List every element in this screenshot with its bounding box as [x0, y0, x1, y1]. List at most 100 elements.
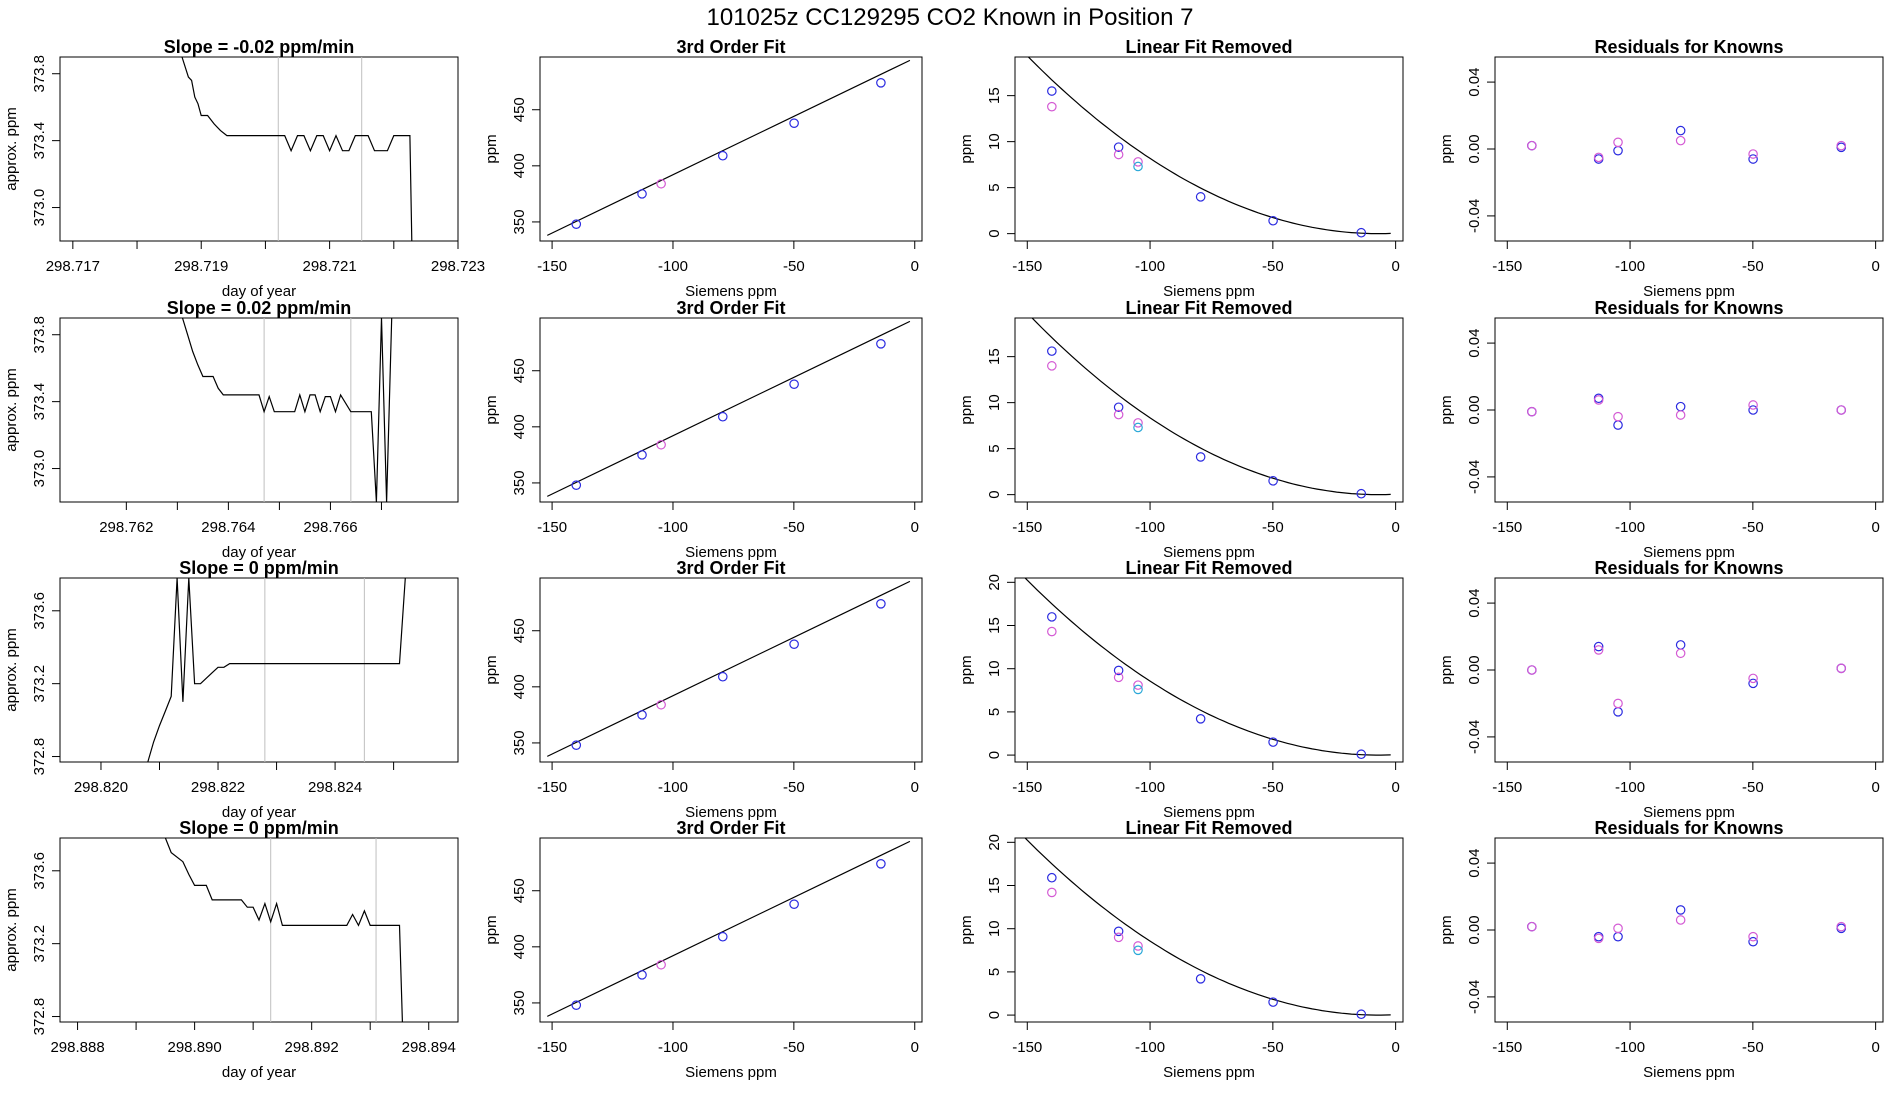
plot-frame	[539, 837, 923, 1023]
data-point-magenta	[1047, 887, 1057, 898]
y-tick-label: 0.00	[1466, 134, 1483, 163]
y-tick-label: 373.4	[31, 122, 48, 160]
x-tick-label: -150	[1492, 1039, 1522, 1056]
data-point-cyan	[1133, 422, 1143, 433]
plot-body	[147, 578, 406, 762]
x-tick-label: -100	[1615, 519, 1645, 536]
data-point-magenta	[1836, 663, 1847, 674]
y-tick-label: 10	[986, 920, 1003, 937]
panel-title: 3rd Order Fit	[676, 818, 785, 838]
x-tick-label: -150	[1492, 519, 1522, 536]
plot-frame	[1494, 56, 1884, 242]
y-tick-label: 373.8	[31, 55, 48, 93]
data-point-blue	[1675, 640, 1686, 650]
x-axis-label: day of year	[222, 544, 296, 561]
data-point-blue	[1748, 678, 1758, 689]
x-tick-label: 298.890	[168, 1039, 222, 1056]
data-point-blue	[637, 970, 647, 980]
data-point-cyan	[1133, 945, 1143, 956]
data-point-blue	[717, 671, 728, 682]
plot-frame	[1014, 577, 1404, 763]
data-point-magenta	[1527, 921, 1537, 932]
y-tick-label: 450	[511, 97, 528, 122]
x-tick-label: -50	[783, 779, 805, 796]
x-axis-label: Siemens ppm	[685, 804, 777, 821]
y-tick-label: 373.6	[31, 592, 48, 630]
plot-body	[1031, 318, 1391, 499]
y-tick-label: 350	[511, 470, 528, 495]
data-point-blue	[1613, 931, 1623, 942]
y-axis-label: approx. ppm	[3, 107, 20, 190]
y-axis-label: ppm	[958, 915, 975, 944]
y-tick-label: -0.04	[1466, 720, 1483, 754]
x-tick-label: 298.766	[303, 519, 357, 536]
data-point-magenta	[1113, 932, 1124, 943]
x-tick-label: -50	[1262, 519, 1284, 536]
plot-body	[1527, 905, 1847, 947]
y-tick-label: 10	[986, 133, 1003, 150]
plot-frame	[59, 56, 459, 242]
y-tick-label: 373.4	[31, 383, 48, 421]
data-point-magenta	[1748, 400, 1758, 410]
fit-line	[546, 580, 911, 757]
x-tick-label: 298.820	[74, 779, 128, 796]
x-tick-label: -50	[1262, 1039, 1284, 1056]
plot-frame	[1014, 317, 1404, 503]
y-tick-label: 15	[986, 87, 1003, 104]
data-point-magenta	[1047, 361, 1057, 371]
panel-title: Linear Fit Removed	[1125, 818, 1292, 838]
data-point-blue	[1356, 749, 1367, 760]
x-tick-label: 0	[1391, 779, 1399, 796]
data-point-magenta	[1675, 135, 1686, 146]
y-tick-label: -0.04	[1466, 199, 1483, 233]
data-point-magenta	[1047, 101, 1057, 112]
data-point-blue	[1195, 192, 1206, 202]
data-point-magenta	[1113, 409, 1124, 420]
y-tick-label: 10	[986, 394, 1003, 411]
plot-body	[181, 57, 413, 241]
data-point-magenta	[656, 439, 666, 450]
x-tick-label: -50	[1742, 1039, 1764, 1056]
data-point-magenta	[1527, 406, 1537, 417]
y-tick-label: 10	[986, 660, 1003, 677]
x-tick-label: -100	[658, 258, 688, 275]
panel-title: Slope = 0 ppm/min	[179, 818, 339, 838]
y-tick-label: 373.2	[31, 925, 48, 963]
y-tick-label: 372.8	[31, 738, 48, 776]
main-title: 101025z CC129295 CO2 Known in Position 7	[707, 4, 1194, 31]
data-point-blue	[1675, 401, 1686, 412]
plot-frame	[59, 837, 459, 1023]
data-point-magenta	[1593, 933, 1604, 944]
y-axis-label: ppm	[483, 655, 500, 684]
plot-body	[546, 59, 911, 236]
plot-body	[1527, 125, 1847, 164]
x-tick-label: -150	[1492, 258, 1522, 275]
x-tick-label: 298.764	[201, 519, 255, 536]
data-point-magenta	[1133, 157, 1143, 167]
data-point-blue	[876, 859, 886, 869]
series-line	[147, 578, 406, 762]
x-tick-label: 0	[1871, 519, 1879, 536]
y-tick-label: 373.8	[31, 316, 48, 354]
plot-body	[164, 838, 403, 1022]
x-axis-label: Siemens ppm	[1643, 1064, 1735, 1081]
panel-title: Residuals for Knowns	[1594, 558, 1783, 578]
panel-2-2: 3rd Order Fit Siemens ppm ppm -150 -100 -50 0 3…	[483, 298, 923, 561]
data-point-blue	[876, 599, 886, 609]
x-tick-label: -50	[1262, 779, 1284, 796]
panel-3-1: Slope = 0 ppm/min day of year approx. ppm 2…	[3, 558, 459, 821]
data-point-blue	[1047, 86, 1057, 96]
panel-title: Residuals for Knowns	[1594, 37, 1783, 57]
x-axis-label: day of year	[222, 283, 296, 300]
y-tick-label: 400	[511, 414, 528, 439]
data-point-blue	[637, 450, 647, 460]
x-tick-label: 298.721	[302, 258, 356, 275]
plot-frame	[1494, 577, 1884, 763]
fit-curve	[1024, 578, 1391, 756]
data-point-magenta	[1748, 149, 1758, 159]
data-point-blue	[789, 118, 799, 128]
data-point-blue	[1047, 872, 1057, 883]
panels-grid: Slope = -0.02 ppm/min day of year approx. …	[3, 37, 1884, 1081]
x-tick-label: 0	[1871, 258, 1879, 275]
x-tick-label: 0	[911, 258, 919, 275]
